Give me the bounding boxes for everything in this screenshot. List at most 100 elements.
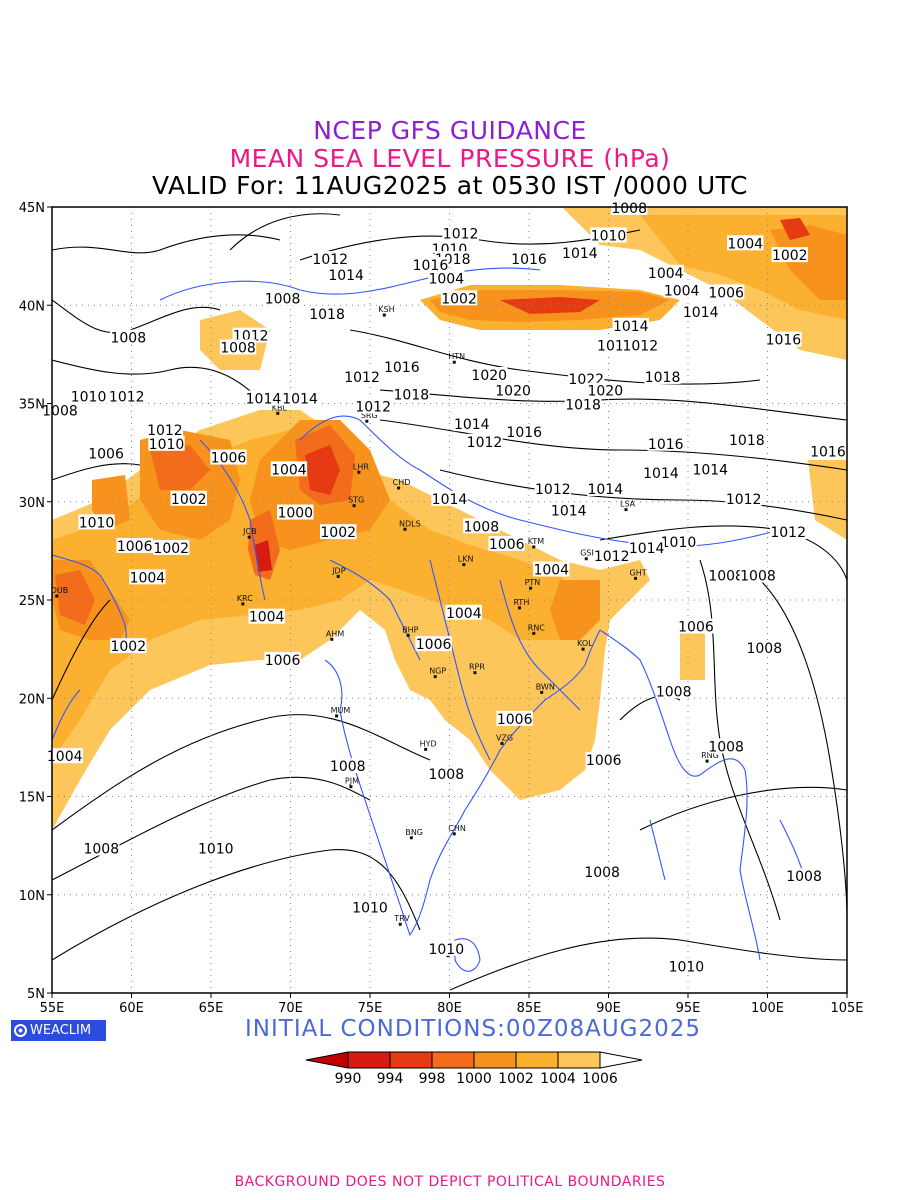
contour-label: 1008	[110, 331, 146, 347]
contour-label-bg	[277, 504, 314, 520]
contour-label: 1010	[669, 959, 705, 975]
contour-label: 1016	[648, 437, 684, 453]
y-tick-label: 5N	[27, 987, 45, 1002]
x-tick-label: 65E	[199, 1001, 224, 1016]
city-label: KTM	[528, 537, 545, 546]
x-tick-label: 90E	[596, 1001, 621, 1016]
contour-label-bg	[471, 366, 508, 382]
city-markers: KSH HTN KBL SRG LHR CHD STG NDLS LSA JCB KTM GSP LKN…	[51, 305, 719, 958]
contour-label-bg	[488, 535, 525, 551]
contour-label: 1006	[416, 637, 452, 653]
contour-label: 1004	[446, 606, 482, 622]
contour-label-bg	[87, 445, 125, 461]
contour-label-bg	[428, 270, 465, 286]
x-tick-label: 60E	[119, 1001, 144, 1016]
contour-label: 1006	[489, 537, 525, 553]
contour-label-bg	[264, 290, 301, 306]
contour-label: 1014	[629, 541, 665, 557]
city-label: RNC	[528, 623, 546, 632]
city-dot	[581, 647, 585, 651]
y-tick-label: 35N	[19, 398, 45, 413]
contour-label-bg	[587, 480, 624, 496]
contour-label: 1008	[740, 568, 776, 584]
contour-label: 1006	[265, 653, 301, 669]
city-dot	[540, 690, 544, 694]
city-label: CHD	[393, 478, 411, 487]
contour-label-bg	[809, 443, 847, 459]
contour-label: 1008	[708, 739, 744, 755]
contour-label: 1004	[533, 563, 569, 579]
contour-label: 1016	[384, 360, 420, 376]
city-dot	[529, 586, 533, 590]
contour-label-bg	[146, 422, 184, 438]
y-tick-label: 15N	[19, 791, 45, 806]
contour-labels: 1012101010181016101410121004100210081018…	[41, 199, 847, 975]
contour-label: 1010	[149, 437, 185, 453]
contour-label: 1012	[726, 492, 762, 508]
contour-label-bg	[245, 390, 282, 406]
contour-label: 1012	[109, 390, 145, 406]
city-dot	[532, 545, 536, 549]
contour-label-bg	[264, 651, 301, 667]
contour-label-bg	[707, 738, 745, 754]
city-dot	[500, 741, 504, 745]
city-label: HTN	[448, 352, 465, 361]
city-dot	[349, 785, 353, 789]
contour-label-bg	[41, 402, 79, 418]
city-dot	[247, 535, 251, 539]
contour-label-bg	[510, 251, 548, 267]
city-label: TRV	[393, 914, 410, 923]
contour-label: 1014	[432, 492, 468, 508]
contour-label: 1016	[413, 258, 449, 274]
city-label: HYD	[420, 739, 437, 748]
y-tick-label: 20N	[19, 692, 45, 707]
city-label: KRC	[237, 594, 253, 603]
city-dot	[424, 747, 428, 751]
city-dot	[403, 527, 407, 531]
contour-label-bg	[232, 327, 269, 343]
y-tick-label: 25N	[19, 594, 45, 609]
city-label: SRG	[361, 411, 378, 420]
city-dot	[473, 671, 477, 675]
contour-label-bg	[622, 337, 659, 353]
contour-label-bg	[78, 514, 115, 530]
contour-label-bg	[281, 390, 319, 406]
valid-time: VALID For: 11AUG2025 at 0530 IST /0000 U…	[152, 171, 748, 200]
contour-label: 1012	[535, 482, 571, 498]
shade-1002-ne	[770, 225, 847, 300]
contour-label: 1012	[770, 525, 806, 541]
city-label: RPR	[469, 663, 485, 672]
contour-label-bg	[707, 284, 745, 300]
x-tick-label: 70E	[278, 1001, 303, 1016]
city-dot	[398, 922, 402, 926]
city-label: LKN	[458, 555, 474, 564]
contour-label-bg	[329, 758, 366, 774]
city-dot	[532, 631, 536, 635]
contour-label-bg	[153, 539, 190, 555]
city-dot	[357, 470, 361, 474]
contour-label: 1014	[692, 462, 728, 478]
contour-label: 1016	[766, 333, 802, 349]
contour-label: 1008	[611, 201, 647, 217]
axis-ticks: 55E 60E 65E 70E 75E 80E 85E 90E 95E 100E 105E 45N 40…	[19, 201, 864, 1016]
initial-conditions: INITIAL CONDITIONS:00Z08AUG2025	[245, 1016, 702, 1042]
shade-1000-afghan	[150, 445, 210, 490]
contour-label: 1018	[394, 388, 430, 404]
city-label: PJM	[345, 777, 359, 786]
city-label: STG	[348, 496, 364, 505]
contour-label: 1000	[277, 506, 313, 522]
contour-label: 1012	[443, 227, 479, 243]
contour-label-bg	[771, 247, 808, 263]
contour-label: 1012	[147, 423, 183, 439]
contour-label-bg	[466, 433, 503, 449]
contour-label: 1018	[309, 307, 345, 323]
contour-label: 1020	[587, 384, 623, 400]
city-label: BWN	[536, 682, 555, 691]
contour-label: 1004	[664, 283, 700, 299]
weaclim-logo-icon	[14, 1024, 27, 1037]
city-dot	[330, 637, 334, 641]
contour-label: 1004	[47, 749, 83, 765]
contour-label-bg	[644, 368, 681, 384]
contour-label: 1016	[506, 425, 542, 441]
contour-label: 1008	[708, 568, 744, 584]
